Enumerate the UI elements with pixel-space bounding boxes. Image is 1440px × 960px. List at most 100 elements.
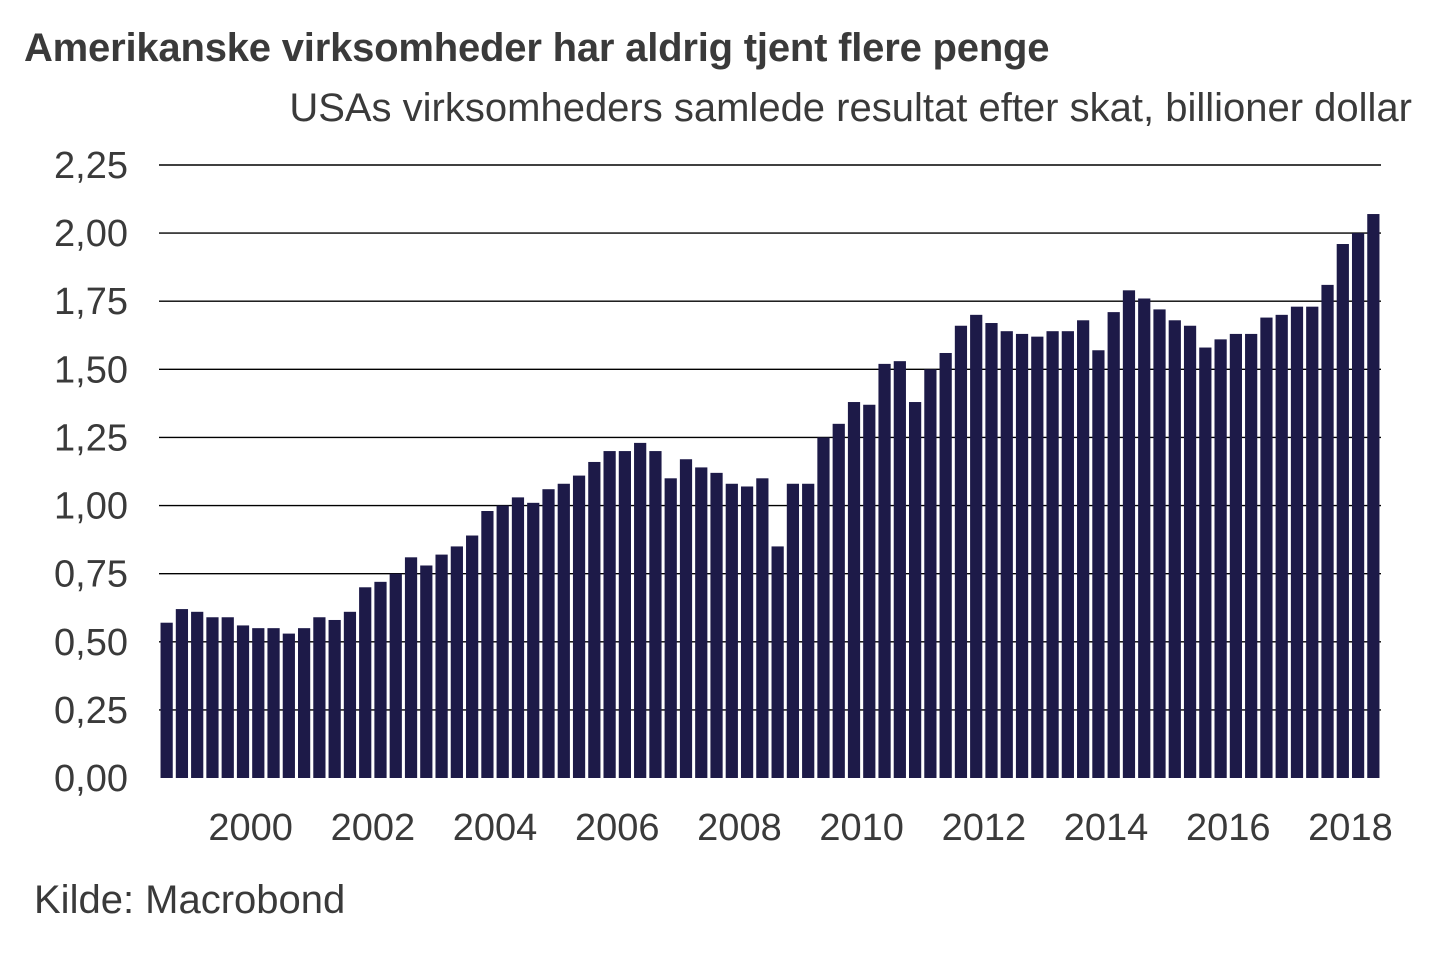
bar: [359, 587, 372, 778]
bar: [970, 314, 983, 778]
bar: [1245, 333, 1258, 778]
bar: [771, 546, 784, 778]
bars: [160, 214, 1380, 779]
x-tick-label: 2012: [942, 807, 1027, 849]
bar: [603, 451, 616, 778]
bar: [206, 617, 219, 778]
bar: [282, 633, 295, 778]
bar: [1153, 309, 1166, 778]
bar: [1367, 214, 1380, 779]
bar: [985, 323, 998, 778]
y-tick-label: 2,25: [54, 145, 128, 187]
y-tick-label: 1,00: [54, 486, 128, 528]
bar: [420, 565, 433, 778]
bar: [924, 369, 937, 778]
chart-subtitle: USAs virksomheders samlede resultat efte…: [289, 86, 1412, 130]
bar: [481, 511, 494, 778]
bar: [679, 459, 693, 778]
bar: [1107, 312, 1120, 778]
bar: [1290, 306, 1304, 778]
y-tick-label: 1,75: [54, 281, 128, 323]
bar: [1077, 320, 1090, 778]
bar: [802, 483, 815, 778]
bar: [893, 361, 906, 778]
x-tick-label: 2018: [1308, 807, 1393, 849]
bar: [435, 554, 448, 778]
x-tick-label: 2016: [1186, 807, 1271, 849]
bar: [664, 478, 677, 778]
bar: [236, 625, 250, 778]
bar: [557, 483, 570, 778]
bar: [878, 363, 891, 778]
y-tick-label: 1,25: [54, 417, 128, 459]
bar: [328, 619, 341, 778]
bar: [1351, 233, 1365, 779]
bar: [572, 475, 586, 778]
y-tick-label: 0,25: [54, 690, 128, 732]
bar: [267, 628, 280, 778]
bar: [542, 489, 555, 778]
x-tick-label: 2010: [819, 807, 904, 849]
bar: [175, 609, 189, 778]
bar: [389, 573, 402, 778]
bar: [1046, 331, 1059, 778]
x-tick-label: 2006: [575, 807, 660, 849]
y-tick-label: 2,00: [54, 213, 128, 255]
bar: [374, 581, 387, 778]
x-tick-label: 2014: [1064, 807, 1149, 849]
bar: [756, 478, 769, 778]
bar: [1306, 306, 1319, 778]
bar: [527, 502, 540, 778]
bar: [909, 402, 922, 778]
x-tick-label: 2004: [453, 807, 538, 849]
x-tick-label: 2002: [331, 807, 416, 849]
bar: [939, 352, 952, 778]
bar: [740, 486, 754, 778]
bar: [298, 628, 311, 778]
bar: [1092, 350, 1105, 778]
bar: [466, 535, 479, 778]
y-tick-label: 0,75: [54, 554, 128, 596]
bar: [1199, 347, 1212, 778]
bar: [511, 497, 525, 778]
bar: [1015, 333, 1029, 778]
gridlines: [159, 164, 1381, 711]
bar: [588, 461, 601, 778]
bar: [863, 404, 876, 778]
y-tick-label: 0,00: [54, 758, 128, 800]
bar: [343, 611, 357, 778]
bar: [221, 617, 234, 778]
source-note: Kilde: Macrobond: [34, 878, 346, 922]
bar: [847, 402, 861, 778]
y-tick-label: 1,50: [54, 349, 128, 391]
bar: [634, 442, 647, 778]
bar: [1275, 314, 1288, 778]
bar: [1138, 298, 1151, 778]
bar: [1168, 320, 1181, 778]
bar: [725, 483, 738, 778]
bar: [1321, 284, 1334, 778]
y-tick-label: 0,50: [54, 622, 128, 664]
bar: [618, 451, 631, 778]
bar: [313, 617, 326, 778]
bar: [817, 437, 830, 778]
bar: [1260, 317, 1273, 778]
bar: [1214, 339, 1227, 778]
bar: [496, 505, 509, 778]
bar: [649, 451, 662, 778]
bar: [786, 483, 800, 778]
bar: [1336, 244, 1349, 778]
bar: [1183, 325, 1197, 778]
bar: [1229, 333, 1242, 778]
bar: [832, 423, 845, 778]
bar: [954, 325, 968, 778]
bar: [695, 467, 708, 778]
bar: [1000, 331, 1013, 778]
bar: [710, 472, 723, 778]
bar: [450, 546, 463, 778]
x-tick-label: 2000: [208, 807, 293, 849]
chart-title: Amerikanske virksomheder har aldrig tjen…: [24, 26, 1050, 70]
bar: [404, 557, 418, 778]
bar: [1122, 290, 1136, 778]
